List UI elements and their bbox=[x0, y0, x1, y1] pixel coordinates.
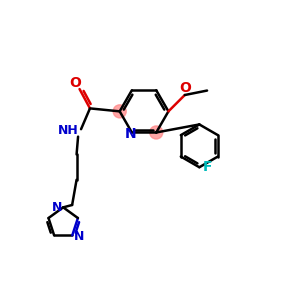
Text: F: F bbox=[203, 160, 212, 174]
Text: O: O bbox=[69, 76, 81, 90]
Text: N: N bbox=[124, 127, 136, 141]
Text: NH: NH bbox=[58, 124, 79, 137]
Text: O: O bbox=[179, 82, 191, 95]
Circle shape bbox=[113, 105, 126, 118]
Circle shape bbox=[150, 126, 163, 139]
Text: N: N bbox=[52, 201, 62, 214]
Text: N: N bbox=[74, 230, 84, 243]
